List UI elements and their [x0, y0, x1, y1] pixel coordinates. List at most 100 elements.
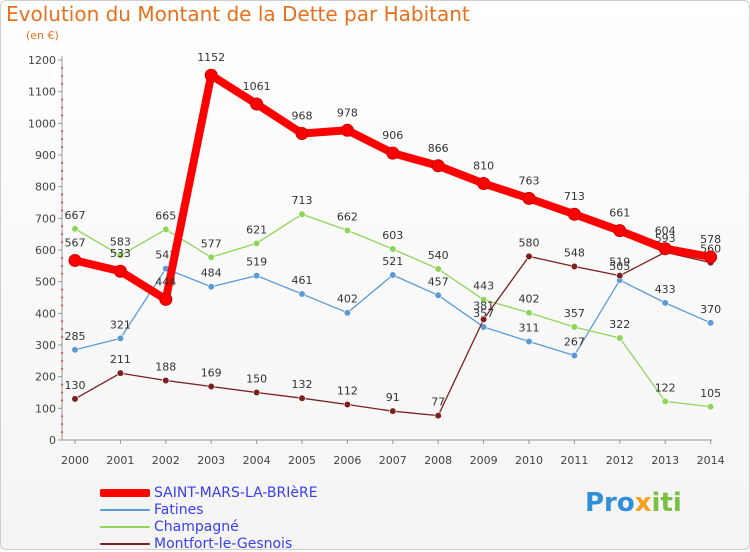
y-minor-tick: [61, 336, 63, 339]
data-point: [704, 250, 718, 264]
data-point: [295, 126, 309, 140]
data-point: [386, 146, 400, 160]
data-label: 577: [201, 237, 222, 250]
data-label: 763: [519, 174, 540, 187]
data-point: [434, 265, 442, 273]
data-label: 132: [292, 378, 313, 391]
y-minor-tick: [61, 241, 63, 244]
data-point: [570, 262, 579, 271]
data-label: 461: [292, 274, 313, 287]
data-label: 661: [609, 207, 630, 220]
data-label: 604: [655, 225, 676, 238]
data-label: 321: [110, 318, 131, 331]
data-label: 665: [155, 209, 176, 222]
y-minor-tick: [61, 161, 63, 164]
y-minor-tick: [61, 383, 63, 386]
data-label: 91: [386, 391, 400, 404]
y-minor-tick: [61, 74, 63, 77]
data-label: 593: [655, 232, 676, 245]
data-label: 311: [519, 322, 540, 335]
data-label: 484: [201, 267, 222, 280]
y-tick-label: 100: [35, 402, 56, 415]
y-minor-tick: [61, 209, 63, 212]
data-point: [162, 225, 170, 234]
x-tick-label: 2011: [560, 454, 588, 467]
data-point: [207, 253, 215, 261]
y-minor-tick: [61, 66, 63, 69]
data-label: 583: [110, 235, 131, 248]
data-label: 169: [201, 366, 222, 379]
data-point: [71, 225, 79, 233]
data-label: 968: [292, 109, 313, 122]
y-minor-tick: [61, 423, 63, 426]
data-point: [480, 296, 488, 304]
y-minor-tick: [61, 351, 63, 354]
y-minor-tick: [61, 138, 63, 141]
data-label: 443: [473, 280, 494, 293]
data-point: [253, 388, 261, 397]
chart-unit: (en €): [26, 29, 59, 42]
y-tick-label: 800: [35, 181, 56, 194]
y-tick-label: 0: [49, 434, 56, 447]
data-point: [525, 309, 533, 317]
y-minor-tick: [61, 82, 63, 85]
x-tick-label: 2000: [61, 454, 89, 467]
data-point: [298, 290, 306, 298]
y-tick-label: 1200: [28, 54, 56, 67]
data-label: 519: [246, 256, 267, 269]
y-minor-tick: [61, 431, 63, 434]
data-point: [389, 407, 397, 415]
data-point: [570, 323, 579, 331]
y-tick-label: 700: [35, 212, 56, 225]
chart-title: Evolution du Montant de la Dette par Hab…: [6, 2, 470, 26]
data-label: 322: [609, 318, 630, 331]
y-tick-label: 200: [35, 371, 56, 384]
legend-label: Champagné: [154, 518, 239, 535]
x-tick-label: 2005: [288, 454, 316, 467]
data-point: [434, 291, 442, 299]
data-point: [616, 272, 624, 280]
data-label: 540: [428, 249, 449, 262]
data-label: 130: [65, 379, 86, 392]
data-label: 77: [431, 396, 445, 409]
data-label: 1152: [197, 51, 225, 64]
legend-item: Fatines: [100, 501, 318, 518]
line-chart: 0 100 200 300 400 500 600 700 800 900 1000 1100 1200…: [28, 51, 725, 467]
data-point: [71, 346, 79, 354]
data-label: 433: [655, 283, 676, 296]
y-minor-tick: [61, 130, 63, 133]
y-tick-label: 500: [35, 276, 56, 289]
y-minor-tick: [61, 288, 63, 291]
y-minor-tick: [61, 169, 63, 172]
data-point: [658, 242, 672, 256]
data-label: 548: [564, 246, 585, 259]
y-minor-tick: [61, 296, 63, 299]
y-minor-tick: [61, 304, 63, 307]
x-tick-label: 2007: [379, 454, 407, 467]
series-line-2: [74, 213, 712, 408]
data-label: 370: [700, 303, 721, 316]
data-point: [616, 334, 624, 342]
data-label: 810: [473, 160, 494, 173]
legend-label: Fatines: [154, 501, 204, 518]
legend-label: Montfort-le-Gesnois: [154, 535, 293, 552]
y-minor-tick: [61, 367, 63, 370]
data-point: [298, 210, 306, 218]
data-label: 444: [155, 275, 176, 288]
data-point: [570, 351, 579, 360]
data-point: [68, 253, 82, 267]
y-minor-tick: [61, 391, 63, 394]
data-label: 603: [382, 229, 403, 242]
x-tick-label: 2014: [697, 454, 725, 467]
x-tick-label: 2004: [243, 454, 271, 467]
data-point: [613, 224, 627, 238]
data-label: 621: [246, 223, 267, 236]
data-label: 357: [564, 307, 585, 320]
x-tick-label: 2010: [515, 454, 543, 467]
x-tick-label: 2003: [197, 454, 225, 467]
data-point: [389, 271, 397, 279]
data-point: [434, 412, 442, 420]
data-label: 1061: [243, 80, 271, 93]
data-label: 381: [473, 299, 494, 312]
y-minor-tick: [61, 320, 63, 323]
